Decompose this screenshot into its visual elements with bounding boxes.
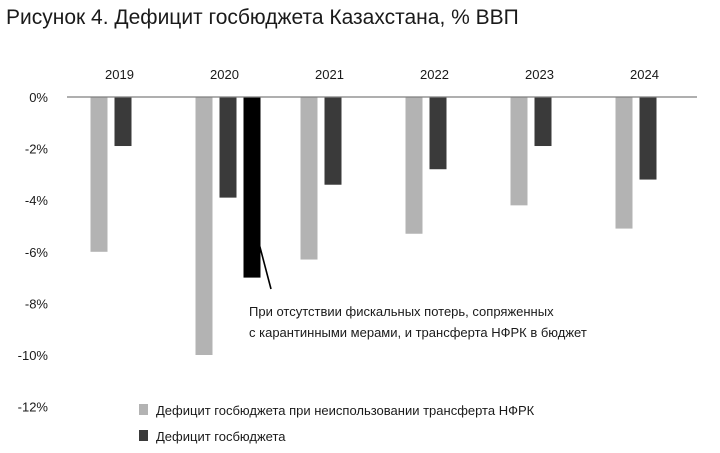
- bar-budget-deficit: [429, 97, 447, 170]
- bar-budget-deficit: [324, 97, 342, 185]
- bar-budget-deficit: [114, 97, 132, 147]
- category-label: 2023: [525, 67, 554, 82]
- legend-label: Дефицит госбюджета: [156, 429, 286, 444]
- legend-swatch: [139, 430, 148, 441]
- annotation-leader-line: [256, 237, 272, 290]
- bar-transfer-deficit: [195, 97, 213, 355]
- chart-title: Рисунок 4. Дефицит госбюджета Казахстана…: [6, 6, 519, 29]
- category-label: 2020: [210, 67, 239, 82]
- y-tick-label: -6%: [25, 245, 49, 260]
- legend-swatch: [139, 404, 148, 415]
- y-tick-label: -10%: [18, 348, 49, 363]
- y-tick-label: -2%: [25, 142, 49, 157]
- annotation-text: При отсутствии фискальных потерь, сопряж…: [249, 304, 554, 319]
- y-tick-label: -4%: [25, 193, 49, 208]
- category-label: 2021: [315, 67, 344, 82]
- category-label: 2019: [105, 67, 134, 82]
- y-tick-label: 0%: [29, 90, 48, 105]
- annotation-text: с карантинными мерами, и трансферта НФРК…: [249, 325, 587, 340]
- bar-budget-deficit: [639, 97, 657, 180]
- bar-transfer-deficit: [510, 97, 528, 206]
- bar-budget-deficit: [534, 97, 552, 147]
- bar-transfer-deficit: [300, 97, 318, 260]
- legend-label: Дефицит госбюджета при неиспользовании т…: [156, 403, 535, 418]
- bar-budget-deficit: [219, 97, 237, 198]
- bar-transfer-deficit: [405, 97, 423, 234]
- category-label: 2022: [420, 67, 449, 82]
- bar-no-quarantine-losses: [243, 97, 261, 278]
- y-tick-label: -12%: [18, 400, 49, 415]
- y-tick-label: -8%: [25, 296, 49, 311]
- category-label: 2024: [630, 67, 659, 82]
- bar-transfer-deficit: [90, 97, 108, 252]
- bar-transfer-deficit: [615, 97, 633, 229]
